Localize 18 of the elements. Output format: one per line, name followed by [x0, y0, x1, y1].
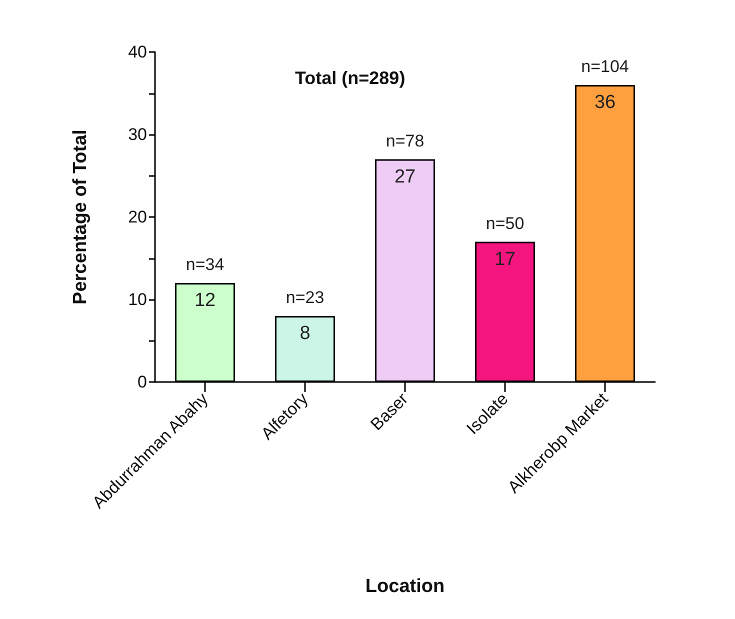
- annotation: n=104: [581, 57, 629, 76]
- data-label: 36: [594, 92, 616, 113]
- annotation: n=50: [486, 214, 524, 233]
- annotation: n=34: [186, 255, 224, 274]
- annotation: n=23: [286, 288, 324, 307]
- y-tick-label: 0: [138, 372, 147, 392]
- x-axis-title: Location: [365, 576, 445, 597]
- data-label: 12: [194, 290, 216, 311]
- data-label: 8: [300, 323, 310, 344]
- y-tick-label: 40: [128, 42, 147, 62]
- y-tick-label: 10: [128, 290, 147, 309]
- text: Total (n=289): [295, 68, 406, 88]
- data-label: 27: [394, 166, 416, 188]
- y-tick-label: 30: [128, 125, 147, 144]
- data-label: 17: [494, 248, 516, 270]
- y-axis-title: Percentage of Total: [70, 130, 91, 304]
- y-tick-label: 20: [128, 208, 147, 226]
- annotation: n=78: [386, 131, 424, 150]
